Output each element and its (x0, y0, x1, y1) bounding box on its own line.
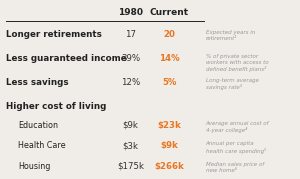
Text: Annual per capita
health care spending⁵: Annual per capita health care spending⁵ (206, 141, 266, 154)
Text: 17: 17 (125, 30, 136, 38)
Text: 39%: 39% (121, 54, 140, 63)
Text: Less savings: Less savings (6, 78, 69, 87)
Text: Long-term average
savings rate³: Long-term average savings rate³ (206, 78, 258, 90)
Text: Longer retirements: Longer retirements (6, 30, 102, 38)
Text: 1980: 1980 (118, 8, 143, 17)
Text: $3k: $3k (122, 141, 139, 150)
Text: $23k: $23k (158, 121, 182, 130)
Text: 12%: 12% (121, 78, 140, 87)
Text: Average annual cost of
4-year college⁴: Average annual cost of 4-year college⁴ (206, 121, 269, 133)
Text: 5%: 5% (162, 78, 177, 87)
Text: Education: Education (18, 121, 58, 130)
Text: Housing: Housing (18, 162, 50, 171)
Text: $175k: $175k (117, 162, 144, 171)
Text: Expected years in
retirement¹: Expected years in retirement¹ (206, 30, 255, 41)
Text: 20: 20 (164, 30, 175, 38)
Text: Less guaranteed income: Less guaranteed income (6, 54, 127, 63)
Text: Health Care: Health Care (18, 141, 66, 150)
Text: $9k: $9k (160, 141, 178, 150)
Text: % of private sector
workers with access to
defined benefit plans²: % of private sector workers with access … (206, 54, 268, 72)
Text: Higher cost of living: Higher cost of living (6, 102, 106, 111)
Text: $9k: $9k (123, 121, 138, 130)
Text: $266k: $266k (154, 162, 184, 171)
Text: Median sales price of
new home⁶: Median sales price of new home⁶ (206, 162, 264, 173)
Text: 14%: 14% (159, 54, 180, 63)
Text: Current: Current (150, 8, 189, 17)
